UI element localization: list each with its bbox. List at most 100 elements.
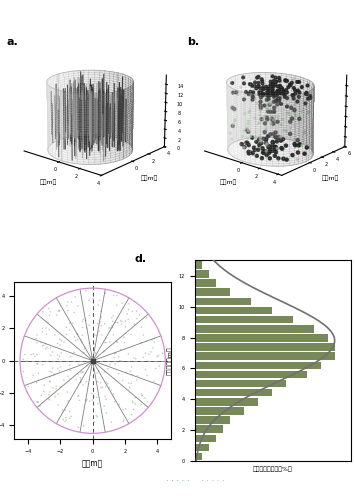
Bar xyxy=(195,270,209,278)
Point xyxy=(104,409,109,417)
Y-axis label: 北（m）: 北（m） xyxy=(321,176,339,182)
Point xyxy=(58,341,63,349)
Point xyxy=(87,339,92,347)
Point xyxy=(55,401,61,409)
Point xyxy=(54,311,60,319)
Point xyxy=(51,372,56,379)
Point xyxy=(139,392,145,400)
Point xyxy=(41,387,47,395)
Point xyxy=(102,368,107,376)
Point xyxy=(80,368,86,376)
Point xyxy=(87,311,92,319)
Point xyxy=(43,340,48,348)
Point xyxy=(129,363,135,371)
Point xyxy=(47,368,53,375)
Point xyxy=(33,334,39,342)
Point xyxy=(110,312,116,320)
Point xyxy=(89,389,95,397)
Point xyxy=(119,300,125,308)
Point xyxy=(20,356,26,364)
Point xyxy=(76,360,82,368)
Point xyxy=(153,365,159,372)
Point xyxy=(103,383,109,391)
Bar xyxy=(195,407,244,415)
Point xyxy=(80,315,86,323)
Point xyxy=(35,360,40,368)
Point xyxy=(125,350,131,358)
Point xyxy=(116,370,121,377)
Point xyxy=(144,314,149,322)
Text: a.: a. xyxy=(6,37,18,47)
Point xyxy=(102,339,108,347)
Point xyxy=(95,378,100,386)
Point xyxy=(108,324,114,332)
Point xyxy=(97,318,103,326)
Point xyxy=(119,357,125,365)
Point xyxy=(118,345,124,353)
Point xyxy=(154,353,160,361)
Text: · · · · ·: · · · · · xyxy=(166,477,189,486)
Point xyxy=(31,350,36,358)
Point xyxy=(116,400,122,408)
Point xyxy=(70,319,76,327)
Bar xyxy=(195,261,202,268)
Point xyxy=(134,314,140,322)
Point xyxy=(52,331,58,339)
Bar xyxy=(195,426,223,433)
Point xyxy=(116,353,121,361)
Point xyxy=(80,323,86,331)
Point xyxy=(40,308,46,316)
Point xyxy=(110,331,116,339)
Point xyxy=(80,381,86,389)
Point xyxy=(97,296,103,304)
Point xyxy=(112,398,118,406)
Point xyxy=(52,392,58,400)
Point xyxy=(78,376,84,384)
Point xyxy=(118,317,124,325)
Point xyxy=(115,318,120,326)
Point xyxy=(75,423,81,431)
Point xyxy=(91,329,97,337)
Point xyxy=(75,335,81,343)
Point xyxy=(81,422,86,430)
Point xyxy=(148,348,153,356)
Bar xyxy=(195,453,202,460)
Point xyxy=(45,318,51,326)
Point xyxy=(143,349,148,357)
Point xyxy=(64,330,70,338)
Point xyxy=(57,353,62,361)
Point xyxy=(110,390,116,398)
Point xyxy=(141,331,146,339)
Point xyxy=(110,323,115,331)
Point xyxy=(109,418,114,426)
Point xyxy=(83,377,89,385)
Point xyxy=(21,368,26,375)
Point xyxy=(47,377,53,385)
Point xyxy=(144,398,150,406)
Point xyxy=(122,317,128,325)
Point xyxy=(55,365,60,372)
Point xyxy=(50,348,55,356)
Point xyxy=(139,323,144,331)
Point xyxy=(55,355,61,363)
Bar xyxy=(195,316,293,323)
Point xyxy=(129,379,134,387)
X-axis label: 东（m）: 东（m） xyxy=(82,459,103,468)
Point xyxy=(67,319,72,327)
Point xyxy=(78,336,84,344)
Point xyxy=(139,390,144,398)
Point xyxy=(39,324,45,332)
Point xyxy=(131,354,137,362)
Point xyxy=(78,378,84,386)
Point xyxy=(106,384,112,392)
Point xyxy=(91,290,96,298)
Point xyxy=(160,349,165,357)
Point xyxy=(94,393,99,401)
Point xyxy=(57,335,62,343)
Text: b.: b. xyxy=(187,37,199,47)
Point xyxy=(144,357,150,365)
Point xyxy=(60,406,65,414)
Point xyxy=(71,309,77,316)
Point xyxy=(121,416,126,424)
Bar xyxy=(195,353,335,360)
